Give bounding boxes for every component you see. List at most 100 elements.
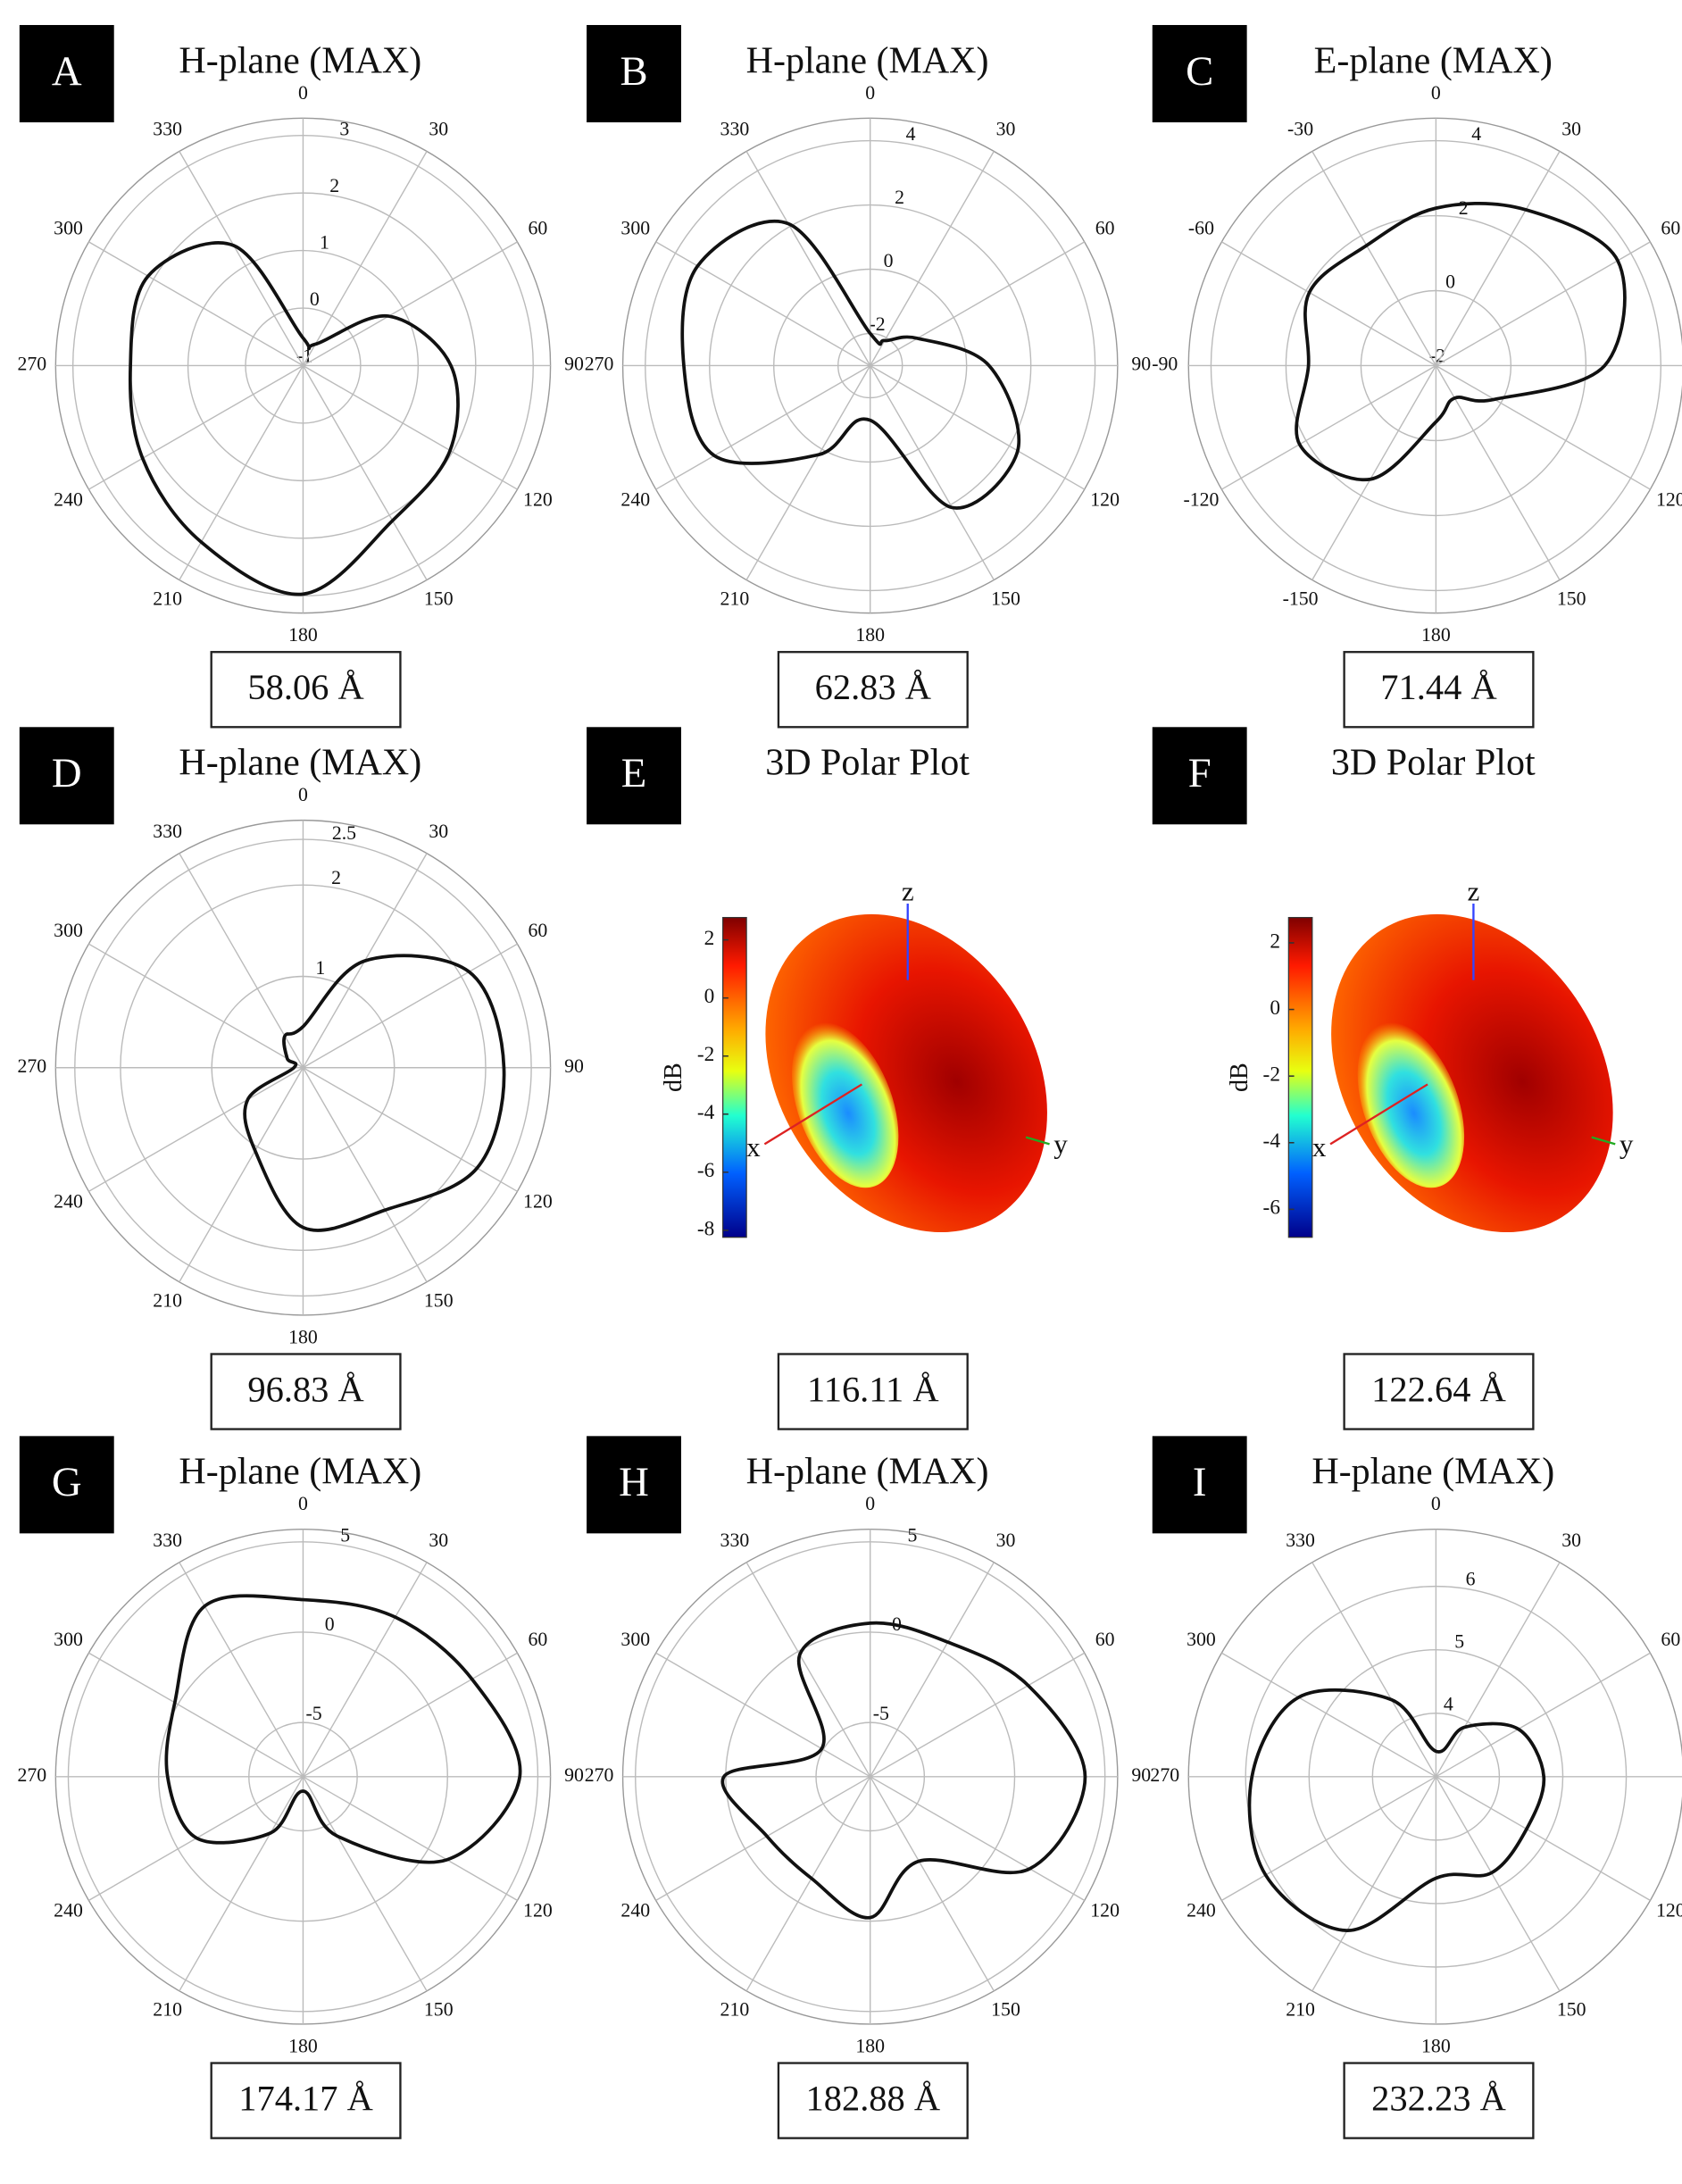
theta-tick-label: 240 (54, 1191, 83, 1213)
spoke (302, 1776, 428, 1992)
theta-tick-label: 210 (153, 1290, 182, 1312)
colorbar-tick-label: -6 (1263, 1196, 1280, 1220)
colorbar-tick-label: -6 (697, 1159, 714, 1182)
spoke (1221, 364, 1436, 490)
surface-null (1357, 1022, 1465, 1188)
colorbar-tick-label: -2 (1263, 1063, 1280, 1087)
theta-tick-label: 0 (1431, 82, 1441, 104)
theta-tick-label: 150 (1557, 1999, 1586, 2021)
theta-tick-label: 60 (1661, 218, 1680, 239)
theta-tick-label: 30 (1561, 1530, 1581, 1551)
spoke (1311, 1562, 1436, 1778)
spoke (870, 1776, 1086, 1901)
theta-tick-label: 300 (620, 218, 650, 239)
z-axis-label: z (902, 875, 914, 906)
theta-tick-label: 240 (620, 1900, 650, 1921)
spoke (1436, 241, 1651, 367)
theta-tick-label: 30 (996, 1530, 1016, 1551)
panel-letter: F (1188, 750, 1212, 796)
spoke (1435, 1562, 1561, 1778)
theta-tick-label: 300 (1187, 1629, 1216, 1650)
caption-box (777, 1353, 969, 1430)
r-tick-label: 5 (908, 1525, 918, 1546)
pattern-surface (1331, 913, 1613, 1233)
panel-letter-box (19, 727, 114, 825)
panel-letter-box (1152, 727, 1247, 825)
theta-tick-label: 90 (1131, 353, 1151, 374)
colorbar (1287, 916, 1313, 1238)
panel-letter-box (19, 25, 114, 123)
spoke (870, 1562, 995, 1778)
spoke (1311, 151, 1436, 366)
colorbar-tick-label: -4 (697, 1101, 715, 1124)
spoke (302, 365, 428, 580)
x-axis-label: x (746, 1131, 761, 1163)
caption-box (210, 1353, 402, 1430)
r-tick-label: 5 (1454, 1631, 1464, 1653)
panel-title: H-plane (MAX) (746, 40, 989, 81)
theta-tick-label: 150 (424, 1290, 454, 1312)
panel-title: H-plane (MAX) (179, 40, 421, 81)
colorbar-tick-label: 0 (704, 985, 715, 1008)
caption: 96.83 Å (247, 1369, 363, 1409)
theta-tick-label: 180 (855, 2035, 885, 2056)
theta-tick-label: 270 (585, 1764, 614, 1786)
theta-tick-label: 240 (1187, 1900, 1216, 1921)
panel-title: E-plane (MAX) (1314, 40, 1553, 81)
panel-letter-box (587, 727, 681, 825)
spoke (655, 1652, 871, 1778)
theta-tick-label: 90 (564, 1764, 584, 1786)
theta-tick-label: 150 (1557, 588, 1586, 609)
theta-tick-label: 210 (153, 1999, 182, 2021)
spoke (88, 364, 304, 490)
theta-tick-label: 210 (720, 1999, 750, 2021)
theta-tick-label: 240 (620, 488, 650, 510)
spoke (655, 1776, 871, 1901)
pattern-surface (765, 913, 1047, 1233)
spoke (870, 1652, 1086, 1778)
y-axis (1591, 1136, 1616, 1146)
theta-tick-label: 330 (153, 821, 182, 842)
theta-tick-label: 330 (1286, 1530, 1315, 1551)
spoke (88, 1652, 304, 1778)
r-tick-label: 2 (1459, 197, 1469, 219)
theta-tick-label: 30 (429, 119, 448, 140)
theta-tick-label: 300 (620, 1629, 650, 1650)
colorbar-tick-label: 0 (1270, 996, 1280, 1020)
theta-tick-label: 300 (54, 1629, 83, 1650)
theta-tick-label: 0 (298, 1493, 308, 1514)
pattern-curve (680, 219, 1021, 510)
theta-tick-label: 330 (720, 1530, 750, 1551)
colorbar-tick-label: -8 (697, 1217, 714, 1240)
theta-tick-label: 120 (523, 1900, 553, 1921)
theta-tick-label: 300 (54, 920, 83, 941)
x-axis-label: x (1312, 1131, 1327, 1163)
theta-tick-label: 30 (429, 821, 448, 842)
panel-letter: E (621, 750, 647, 796)
panel-title: 3D Polar Plot (1331, 743, 1536, 784)
theta-tick-label: 330 (153, 119, 182, 140)
caption-box (1343, 651, 1535, 729)
spoke (88, 241, 304, 367)
r-tick-label: 2 (329, 175, 339, 196)
spoke (1436, 1776, 1651, 1901)
theta-tick-label: 120 (1656, 488, 1682, 510)
theta-tick-label: 300 (54, 218, 83, 239)
x-axis (1329, 1083, 1428, 1146)
pattern-curve (720, 1621, 1087, 1920)
r-tick-label: 0 (1445, 271, 1455, 293)
caption: 174.17 Å (238, 2078, 373, 2118)
spoke (302, 1067, 428, 1283)
caption-box (777, 2062, 969, 2139)
r-tick-label: 1 (315, 957, 325, 979)
theta-tick-label: -90 (1152, 353, 1178, 374)
spoke (745, 1562, 871, 1778)
r-tick-label: 4 (1444, 1694, 1453, 1715)
theta-tick-label: 120 (523, 1191, 553, 1213)
theta-tick-label: 330 (720, 119, 750, 140)
panel-title: H-plane (MAX) (179, 1452, 421, 1493)
caption: 71.44 Å (1380, 667, 1496, 707)
caption-box (210, 2062, 402, 2139)
r-tick-label: 4 (906, 123, 916, 145)
spoke (870, 365, 995, 580)
